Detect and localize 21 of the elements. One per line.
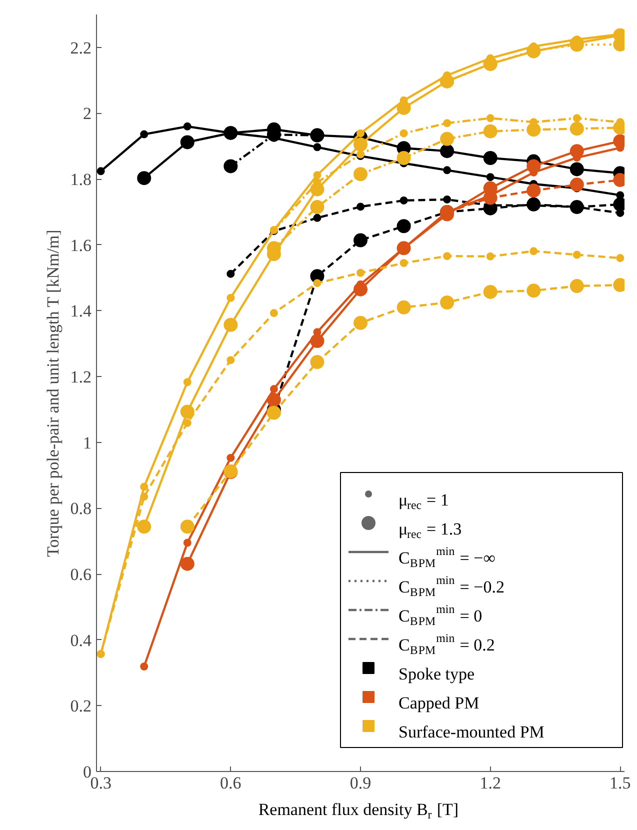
x-tick-label: 0.6	[220, 774, 242, 792]
x-tick-label: 0.9	[350, 774, 372, 792]
y-tick-label: 1.2	[70, 368, 92, 387]
y-tick-label: 1.8	[70, 170, 92, 190]
y-tick-label: 0.2	[70, 696, 92, 716]
x-tick-label: 1.5	[610, 774, 631, 792]
y-tick-label: 0.4	[70, 630, 92, 650]
y-axis-title: Torque per pole-pair and unit length T [kNm/m]	[43, 230, 62, 557]
y-tick-label: 0	[83, 762, 92, 782]
x-tick-label: 0.3	[90, 774, 112, 792]
legend-label: Surface-mounted PM	[398, 722, 544, 742]
y-tick-label: 0.8	[70, 499, 92, 518]
y-tick-label: 1	[83, 433, 92, 452]
y-tick-label: 0.6	[70, 565, 92, 584]
y-tick-label: 2.2	[70, 38, 92, 58]
legend-label: Capped PM	[398, 694, 480, 712]
y-tick-label: 2	[83, 104, 92, 124]
legend-label: Spoke type	[398, 664, 475, 684]
y-tick-label: 1.6	[70, 236, 92, 255]
x-tick-label: 1.2	[480, 774, 501, 792]
y-tick-label: 1.4	[70, 302, 92, 321]
